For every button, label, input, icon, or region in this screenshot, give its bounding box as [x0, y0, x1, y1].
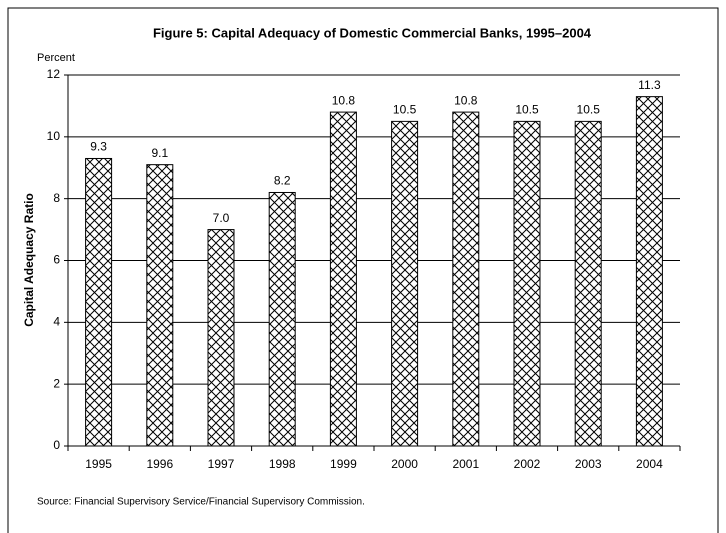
value-label: 7.0 [213, 211, 230, 225]
value-label: 10.5 [577, 103, 601, 117]
bar [574, 120, 602, 447]
value-label: 11.3 [638, 78, 661, 92]
y-tick-label: 6 [53, 253, 60, 267]
y-tick-label: 12 [47, 67, 61, 81]
bar [268, 191, 296, 447]
y-tick-label: 4 [53, 315, 60, 329]
x-tick-label: 1996 [146, 457, 173, 471]
x-tick-label: 2001 [452, 457, 479, 471]
source: Source: Financial Supervisory Service/Fi… [37, 497, 365, 508]
chart-title: Figure 5: Capital Adequacy of Domestic C… [153, 25, 592, 40]
y-tick-label: 2 [53, 376, 60, 390]
value-label: 9.1 [151, 146, 168, 160]
value-label: 10.8 [332, 93, 356, 107]
value-label: 9.3 [90, 140, 107, 154]
bar [391, 120, 419, 447]
y-tick-label: 0 [53, 438, 60, 452]
bar [635, 96, 663, 447]
y-unit-label: Percent [37, 52, 75, 64]
x-tick-label: 1995 [85, 457, 112, 471]
value-label: 8.2 [274, 174, 291, 188]
x-tick-label: 1999 [330, 457, 357, 471]
value-label: 10.5 [515, 103, 539, 117]
x-tick-label: 2003 [575, 457, 602, 471]
x-tick-label: 2004 [636, 457, 663, 471]
value-label: 10.5 [393, 103, 417, 117]
y-tick-label: 8 [53, 191, 60, 205]
x-tick-label: 2002 [514, 457, 541, 471]
bar [513, 120, 541, 447]
bar [329, 111, 357, 447]
bar [146, 164, 174, 447]
x-tick-label: 1997 [208, 457, 235, 471]
frame [7, 7, 719, 533]
y-tick-label: 10 [47, 129, 61, 143]
x-tick-label: 1998 [269, 457, 296, 471]
bar [452, 111, 480, 447]
value-label: 10.8 [454, 93, 478, 107]
bar [85, 157, 113, 447]
y-axis-label: Capital Adequacy Ratio [22, 193, 36, 327]
x-tick-label: 2000 [391, 457, 418, 471]
bar [207, 229, 235, 447]
